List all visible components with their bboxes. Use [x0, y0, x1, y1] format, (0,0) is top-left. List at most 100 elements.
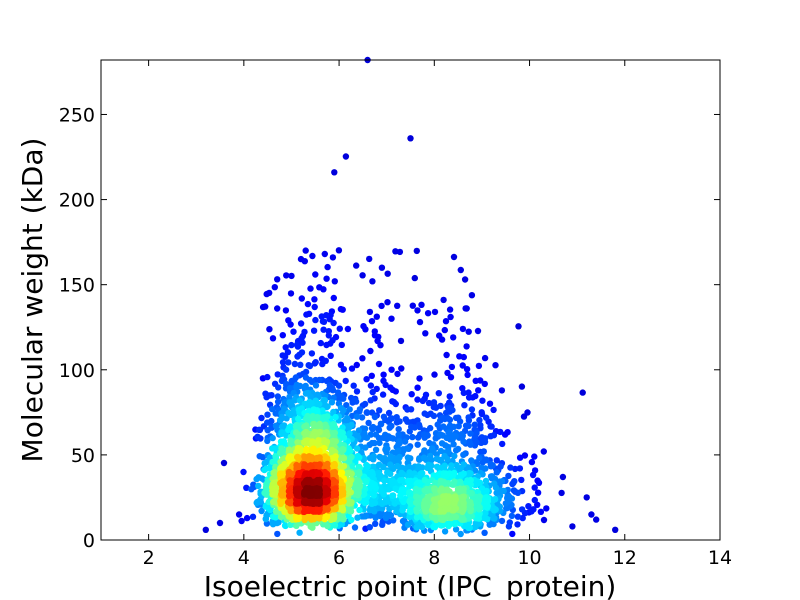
data-point	[492, 484, 500, 491]
data-point	[482, 509, 489, 516]
data-point	[421, 434, 428, 441]
data-point	[384, 270, 391, 277]
data-point	[518, 506, 526, 513]
data-point	[461, 402, 468, 409]
data-point	[366, 308, 374, 316]
x-tick-label: 8	[428, 547, 440, 569]
data-point	[332, 438, 339, 445]
data-point	[454, 445, 462, 453]
x-tick-label: 10	[517, 547, 541, 569]
data-point	[435, 390, 442, 397]
data-point	[306, 498, 314, 505]
data-point	[314, 413, 321, 421]
data-point	[444, 369, 451, 377]
data-point	[375, 426, 383, 434]
data-point	[282, 366, 290, 373]
data-point	[397, 337, 405, 345]
data-point	[390, 517, 397, 524]
data-point	[396, 453, 403, 461]
data-point	[421, 476, 428, 484]
data-point	[319, 360, 326, 368]
data-point	[583, 494, 590, 501]
data-point	[269, 491, 276, 498]
data-point	[440, 423, 447, 430]
data-point	[387, 461, 394, 468]
data-point	[372, 431, 380, 438]
data-point	[384, 299, 391, 306]
data-point	[389, 492, 396, 499]
data-point	[381, 477, 388, 484]
data-point	[394, 302, 401, 309]
data-point	[291, 360, 299, 368]
data-point	[287, 321, 294, 328]
data-point	[416, 423, 423, 431]
data-point	[272, 463, 279, 471]
data-point	[463, 523, 471, 530]
data-point	[271, 469, 278, 476]
data-point	[399, 476, 406, 484]
data-point	[446, 306, 454, 313]
data-point	[332, 413, 339, 421]
data-point	[371, 439, 378, 447]
data-point	[409, 433, 416, 441]
data-point	[240, 468, 247, 476]
data-point	[316, 477, 323, 485]
data-point	[451, 521, 459, 528]
data-point	[302, 247, 309, 254]
data-point	[392, 248, 399, 255]
data-point	[519, 514, 526, 522]
data-point	[457, 266, 464, 274]
data-point	[535, 479, 543, 486]
data-point	[371, 413, 379, 421]
data-point	[370, 423, 377, 431]
data-point	[406, 469, 413, 476]
data-point	[366, 524, 373, 531]
data-point	[410, 418, 417, 425]
data-point	[443, 434, 450, 442]
data-point	[388, 366, 395, 373]
data-point	[359, 355, 366, 362]
data-point	[365, 419, 372, 427]
data-point	[446, 422, 454, 429]
data-point	[307, 285, 314, 292]
data-point	[378, 264, 386, 271]
data-point	[293, 341, 301, 349]
data-point	[380, 413, 388, 420]
data-point	[380, 463, 387, 471]
data-point	[518, 476, 525, 484]
data-point	[243, 514, 251, 522]
data-point	[593, 516, 600, 523]
data-point	[279, 332, 286, 339]
data-point	[514, 521, 521, 528]
data-point	[411, 274, 418, 282]
data-point	[340, 395, 347, 402]
data-point	[474, 327, 482, 335]
data-point	[323, 312, 330, 319]
data-point	[306, 485, 313, 492]
data-point	[480, 448, 487, 455]
data-point	[467, 499, 474, 506]
data-point	[269, 434, 276, 442]
data-point	[475, 387, 482, 394]
data-point	[340, 516, 347, 523]
data-point	[324, 432, 331, 439]
data-point	[460, 461, 467, 468]
data-point	[243, 484, 250, 491]
data-point	[293, 421, 300, 429]
data-point	[408, 499, 415, 507]
data-point	[450, 441, 457, 448]
data-point	[281, 522, 289, 529]
data-point	[323, 423, 330, 431]
data-point	[362, 512, 370, 519]
data-points	[202, 56, 619, 538]
data-point	[271, 284, 278, 291]
data-point	[288, 380, 295, 387]
data-point	[381, 434, 388, 441]
data-point	[520, 413, 528, 420]
data-point	[404, 406, 411, 413]
data-point	[588, 511, 595, 518]
data-point	[288, 272, 295, 280]
data-point	[309, 438, 316, 445]
x-tick-label: 6	[333, 547, 345, 569]
data-point	[399, 507, 406, 514]
